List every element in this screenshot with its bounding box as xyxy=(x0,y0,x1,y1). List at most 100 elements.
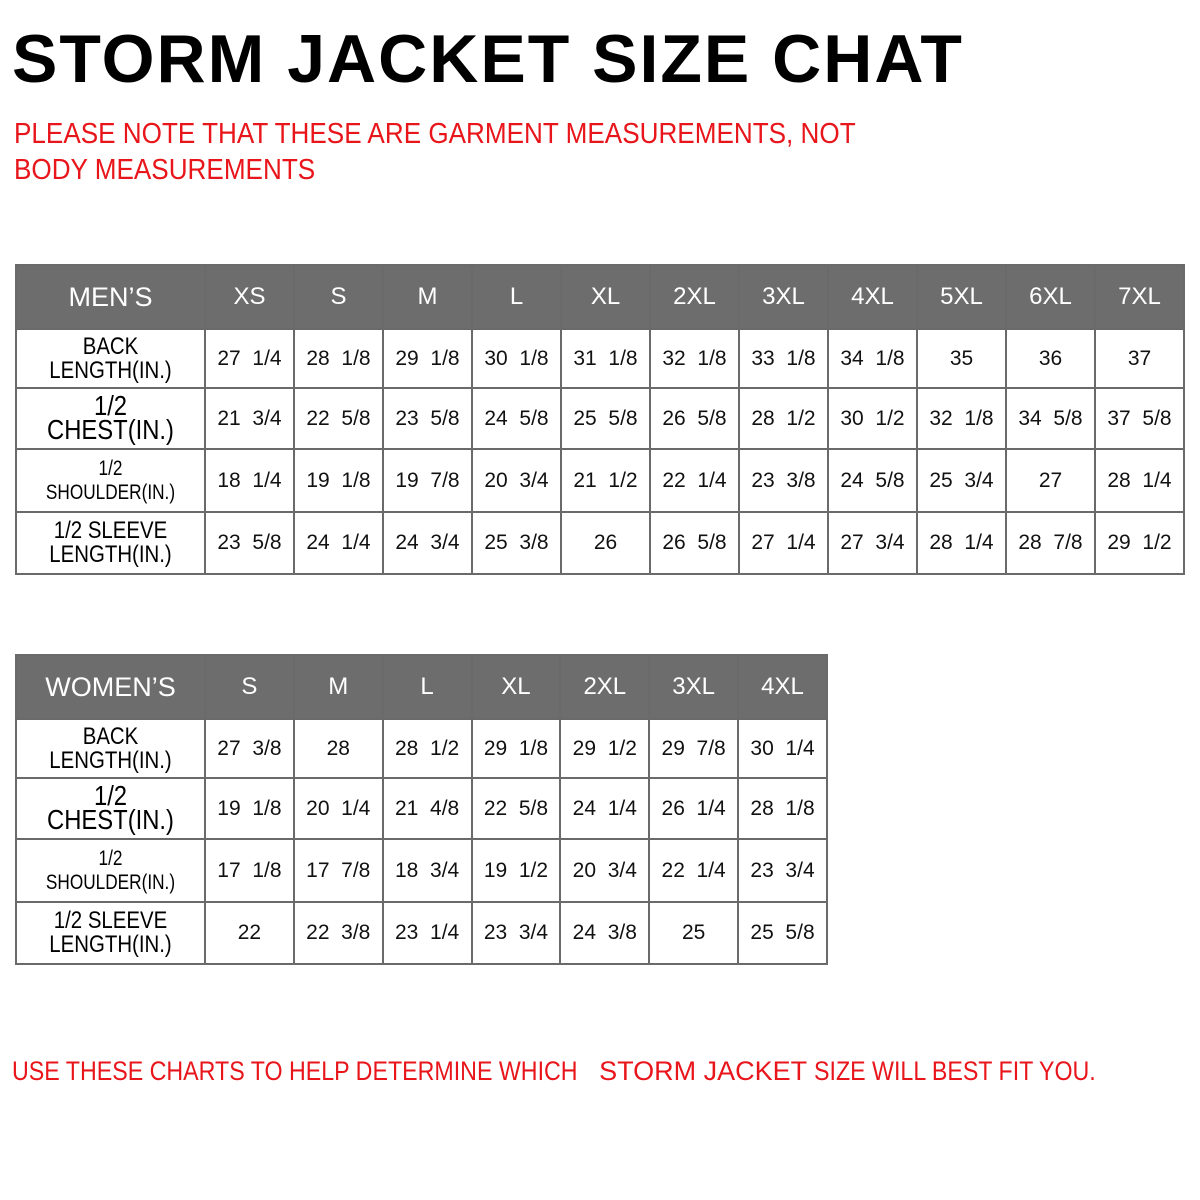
measurement-cell: 18 1/4 xyxy=(204,448,295,513)
measurement-cell: 20 3/4 xyxy=(559,838,651,903)
header-row: MEN’S XS S M L XL 2XL 3XL 4XL 5XL 6XL 7XL xyxy=(15,264,1185,330)
measurement-cell: 28 1/8 xyxy=(293,328,384,389)
measurement-cell: 28 1/8 xyxy=(737,777,828,840)
measurement-cell: 24 5/8 xyxy=(471,387,562,450)
footer-text-part1: USE THESE CHARTS TO HELP DETERMINE WHICH xyxy=(12,1056,578,1086)
measurement-cell: 28 xyxy=(292,718,384,779)
measurement-cell: 32 1/8 xyxy=(649,328,740,389)
measurement-cell: 31 1/8 xyxy=(560,328,651,389)
measurement-cell: 22 5/8 xyxy=(470,777,562,840)
measurement-cell: 28 1/4 xyxy=(916,511,1007,575)
size-header: M xyxy=(382,264,473,330)
measurement-cell: 27 3/4 xyxy=(827,511,918,575)
measurement-cell: 24 5/8 xyxy=(827,448,918,513)
measurement-cell: 22 xyxy=(204,901,295,965)
size-header: L xyxy=(381,654,473,720)
measurement-cell: 25 3/4 xyxy=(916,448,1007,513)
measurement-cell: 19 1/8 xyxy=(204,777,295,840)
size-header: XL xyxy=(470,654,562,720)
measurement-cell: 22 5/8 xyxy=(293,387,384,450)
measurement-cell: 20 3/4 xyxy=(471,448,562,513)
measurement-cell: 17 1/8 xyxy=(204,838,295,903)
table-row: 1/2 SHOULDER(IN.) 17 1/8 17 7/8 18 3/4 19 1/… xyxy=(15,838,828,903)
table-row: 1/2 CHEST(IN.) 19 1/8 20 1/4 21 4/8 22 5/8 24… xyxy=(15,777,828,840)
size-header: M xyxy=(292,654,384,720)
measurement-cell: 26 1/4 xyxy=(648,777,740,840)
row-label: 1/2 CHEST(IN.) xyxy=(15,777,206,840)
measurement-cell: 24 3/4 xyxy=(382,511,473,575)
measurement-cell: 22 1/4 xyxy=(648,838,740,903)
measurement-cell: 30 1/4 xyxy=(737,718,828,779)
table-row: 1/2 SHOULDER(IN.) 18 1/4 19 1/8 19 7/8 20 3/… xyxy=(15,448,1185,513)
measurement-cell: 22 3/8 xyxy=(292,901,384,965)
row-label-text: 1/2 SHOULDER(IN.) xyxy=(45,846,176,894)
measurement-cell: 28 1/4 xyxy=(1094,448,1185,513)
size-header: 4XL xyxy=(737,654,828,720)
size-header: 5XL xyxy=(916,264,1007,330)
measurement-cell: 23 3/8 xyxy=(738,448,829,513)
row-label-text: 1/2 CHEST(IN.) xyxy=(47,779,174,835)
measurement-cell: 23 5/8 xyxy=(204,511,295,575)
measurement-cell: 25 xyxy=(648,901,740,965)
measurement-cell: 28 1/2 xyxy=(738,387,829,450)
table-row: 1/2 SLEEVE LENGTH(IN.) 23 5/8 24 1/4 24 3/4… xyxy=(15,511,1185,575)
size-header: L xyxy=(471,264,562,330)
measurement-cell: 23 3/4 xyxy=(737,838,828,903)
measurement-cell: 26 5/8 xyxy=(649,387,740,450)
measurement-cell: 23 3/4 xyxy=(470,901,562,965)
measurement-cell: 29 7/8 xyxy=(648,718,740,779)
measurement-cell: 29 1/2 xyxy=(1094,511,1185,575)
table-row: BACK LENGTH(IN.) 27 1/4 28 1/8 29 1/8 30 1/8… xyxy=(15,328,1185,389)
measurement-cell: 30 1/8 xyxy=(471,328,562,389)
row-label: BACK LENGTH(IN.) xyxy=(15,718,206,779)
measurement-cell: 29 1/8 xyxy=(470,718,562,779)
row-label: 1/2 CHEST(IN.) xyxy=(15,387,206,450)
measurement-cell: 20 1/4 xyxy=(292,777,384,840)
size-header: 6XL xyxy=(1005,264,1096,330)
measurement-cell: 27 3/8 xyxy=(204,718,295,779)
table-corner-header: MEN’S xyxy=(15,264,206,330)
row-label: 1/2 SLEEVE LENGTH(IN.) xyxy=(15,511,206,575)
measurement-cell: 21 4/8 xyxy=(381,777,473,840)
mens-size-table: MEN’S XS S M L XL 2XL 3XL 4XL 5XL 6XL 7XL BACK LENGT… xyxy=(15,264,1185,575)
row-label: 1/2 SHOULDER(IN.) xyxy=(15,838,206,903)
measurement-cell: 21 1/2 xyxy=(560,448,651,513)
measurement-cell: 17 7/8 xyxy=(292,838,384,903)
size-header: XS xyxy=(204,264,295,330)
row-label-text: 1/2 SHOULDER(IN.) xyxy=(45,456,176,504)
measurement-cell: 26 5/8 xyxy=(649,511,740,575)
row-label-text: BACK LENGTH(IN.) xyxy=(49,332,172,384)
measurement-cell: 19 1/8 xyxy=(293,448,384,513)
measurement-cell: 35 xyxy=(916,328,1007,389)
size-header: 3XL xyxy=(738,264,829,330)
measurement-cell: 36 xyxy=(1005,328,1096,389)
page-title: STORM JACKET SIZE CHAT xyxy=(12,21,964,97)
size-header: 2XL xyxy=(559,654,651,720)
size-header: XL xyxy=(560,264,651,330)
table-corner-header: WOMEN’S xyxy=(15,654,206,720)
measurement-cell: 25 3/8 xyxy=(471,511,562,575)
measurement-cell: 27 1/4 xyxy=(738,511,829,575)
measurement-cell: 29 1/8 xyxy=(382,328,473,389)
table-row: 1/2 SLEEVE LENGTH(IN.) 22 22 3/8 23 1/4 23 3… xyxy=(15,901,828,965)
womens-size-table: WOMEN’S S M L XL 2XL 3XL 4XL BACK LENGTH(IN.) 27 … xyxy=(15,654,828,965)
row-label: BACK LENGTH(IN.) xyxy=(15,328,206,389)
measurement-cell: 21 3/4 xyxy=(204,387,295,450)
size-header: 7XL xyxy=(1094,264,1185,330)
row-label: 1/2 SLEEVE LENGTH(IN.) xyxy=(15,901,206,965)
footer-instruction: USE THESE CHARTS TO HELP DETERMINE WHICH… xyxy=(12,1056,1142,1087)
measurement-cell: 19 7/8 xyxy=(382,448,473,513)
measurement-cell: 34 5/8 xyxy=(1005,387,1096,450)
row-label: 1/2 SHOULDER(IN.) xyxy=(15,448,206,513)
size-header: S xyxy=(293,264,384,330)
table-row: BACK LENGTH(IN.) 27 3/8 28 28 1/2 29 1/8 29 1… xyxy=(15,718,828,779)
size-header: 2XL xyxy=(649,264,740,330)
measurement-cell: 19 1/2 xyxy=(470,838,562,903)
measurement-cell: 28 7/8 xyxy=(1005,511,1096,575)
size-header: S xyxy=(204,654,295,720)
measurement-cell: 24 3/8 xyxy=(559,901,651,965)
measurement-cell: 24 1/4 xyxy=(293,511,384,575)
footer-text-part3: SIZE WILL BEST FIT YOU. xyxy=(814,1056,1096,1086)
measurement-cell: 23 1/4 xyxy=(381,901,473,965)
row-label-text: 1/2 SLEEVE LENGTH(IN.) xyxy=(49,517,172,568)
